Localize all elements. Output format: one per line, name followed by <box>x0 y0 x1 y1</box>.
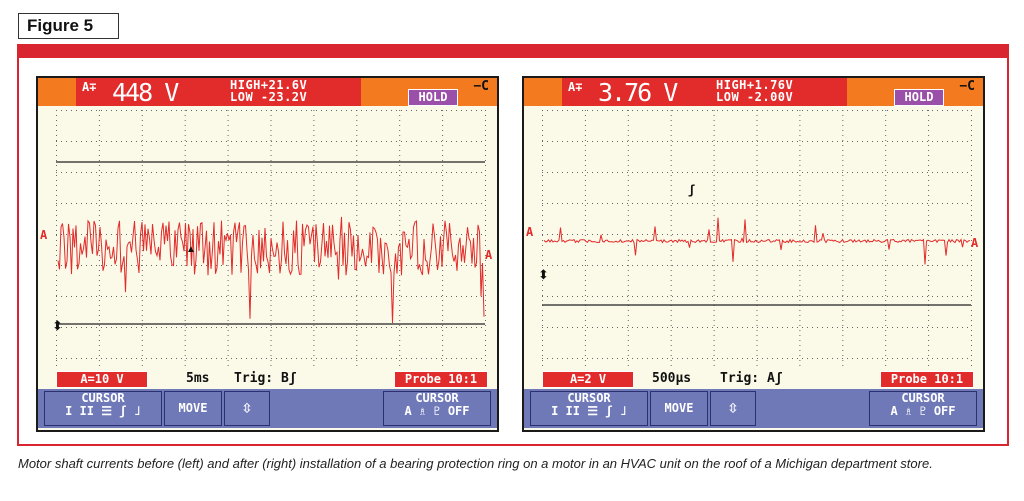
cursor-toggle-button[interactable]: CURSOR A ♗ ♇ OFF <box>383 391 491 426</box>
cursor-options: A ♗ ♇ OFF <box>890 404 956 418</box>
trigger-marker-icon: ▲ <box>186 244 196 255</box>
cursor-mode-button[interactable]: CURSOR I II ☰ ʃ ˩ <box>530 391 648 426</box>
low-reading: LOW -23.2V <box>230 90 308 104</box>
trigger-info: Trig: Aʃ <box>720 371 783 386</box>
channel-marker-right: A <box>971 236 979 250</box>
high-low-readout: HIGH+21.6V LOW -23.2V <box>230 79 307 103</box>
hold-badge[interactable]: HOLD <box>408 89 458 106</box>
graticule <box>56 110 486 366</box>
graticule <box>542 110 972 366</box>
scope-header: A∓ 448 V HIGH+21.6V LOW -23.2V HOLD −C <box>38 78 497 107</box>
scale-chip: A=10 V <box>56 371 148 388</box>
high-reading: HIGH+1.76V <box>716 78 794 92</box>
waveform-trace <box>57 216 485 324</box>
reading-panel <box>76 78 361 106</box>
cursor-modes: I II ☰ ʃ ˩ <box>551 404 627 418</box>
power-plug-icon: −C <box>473 79 489 94</box>
function-key-menu: CURSOR I II ☰ ʃ ˩ MOVE ⇳ CURSOR A ♗ ♇ OF… <box>38 389 497 428</box>
coupling-symbol: A∓ <box>82 80 97 94</box>
hold-badge[interactable]: HOLD <box>894 89 944 106</box>
figure-caption: Motor shaft currents before (left) and a… <box>18 456 933 471</box>
waveform-display: A A ⬍ ʃ <box>526 110 979 366</box>
scale-chip: A=2 V <box>542 371 634 388</box>
reading-panel <box>562 78 847 106</box>
cursor-label: CURSOR <box>567 391 611 405</box>
timebase: 500µs <box>652 371 692 386</box>
probe-chip: Probe 10:1 <box>394 371 488 388</box>
high-reading: HIGH+21.6V <box>230 78 308 92</box>
cursor-options: A ♗ ♇ OFF <box>404 404 470 418</box>
low-reading: LOW -2.00V <box>716 90 794 104</box>
move-arrows-button[interactable]: ⇳ <box>710 391 756 426</box>
scope-header: A∓ 3.76 V HIGH+1.76V LOW -2.00V HOLD −C <box>524 78 983 107</box>
cursor-label-2: CURSOR <box>901 391 945 405</box>
cursor-arrow-icon[interactable]: ⬍ <box>52 318 63 333</box>
move-button[interactable]: MOVE <box>650 391 708 426</box>
coupling-symbol: A∓ <box>568 80 583 94</box>
up-down-arrows-icon: ⇳ <box>241 397 253 418</box>
cursor-modes: I II ☰ ʃ ˩ <box>65 404 141 418</box>
cursor-label-2: CURSOR <box>415 391 459 405</box>
timebase: 5ms <box>186 371 210 386</box>
cursor-label: CURSOR <box>81 391 125 405</box>
main-reading: 3.76 V <box>598 78 678 107</box>
power-plug-icon: −C <box>959 79 975 94</box>
waveform-display: A A ⬍ ▲ <box>40 110 493 366</box>
status-bar: A=10 V 5ms Trig: Bʃ Probe 10:1 CURSOR I … <box>38 368 497 430</box>
move-arrows-button[interactable]: ⇳ <box>224 391 270 426</box>
function-key-menu: CURSOR I II ☰ ʃ ˩ MOVE ⇳ CURSOR A ♗ ♇ OF… <box>524 389 983 428</box>
cursor-toggle-button[interactable]: CURSOR A ♗ ♇ OFF <box>869 391 977 426</box>
waveform-trace <box>543 217 971 265</box>
probe-chip: Probe 10:1 <box>880 371 974 388</box>
scope-screen-left: A∓ 448 V HIGH+21.6V LOW -23.2V HOLD −C A… <box>36 76 499 432</box>
main-reading: 448 V <box>112 78 179 107</box>
move-button[interactable]: MOVE <box>164 391 222 426</box>
cursor-mode-button[interactable]: CURSOR I II ☰ ʃ ˩ <box>44 391 162 426</box>
scope-screen-right: A∓ 3.76 V HIGH+1.76V LOW -2.00V HOLD −C … <box>522 76 985 432</box>
trigger-info: Trig: Bʃ <box>234 371 297 386</box>
channel-marker-left: A <box>526 225 534 239</box>
cursor-arrow-icon[interactable]: ⬍ <box>538 267 549 282</box>
high-low-readout: HIGH+1.76V LOW -2.00V <box>716 79 793 103</box>
channel-marker-left: A <box>40 228 48 242</box>
up-down-arrows-icon: ⇳ <box>727 397 739 418</box>
status-bar: A=2 V 500µs Trig: Aʃ Probe 10:1 CURSOR I… <box>524 368 983 430</box>
channel-marker-right: A <box>485 248 493 262</box>
figure-label: Figure 5 <box>18 13 119 39</box>
trigger-level-icon: ʃ <box>688 183 695 197</box>
